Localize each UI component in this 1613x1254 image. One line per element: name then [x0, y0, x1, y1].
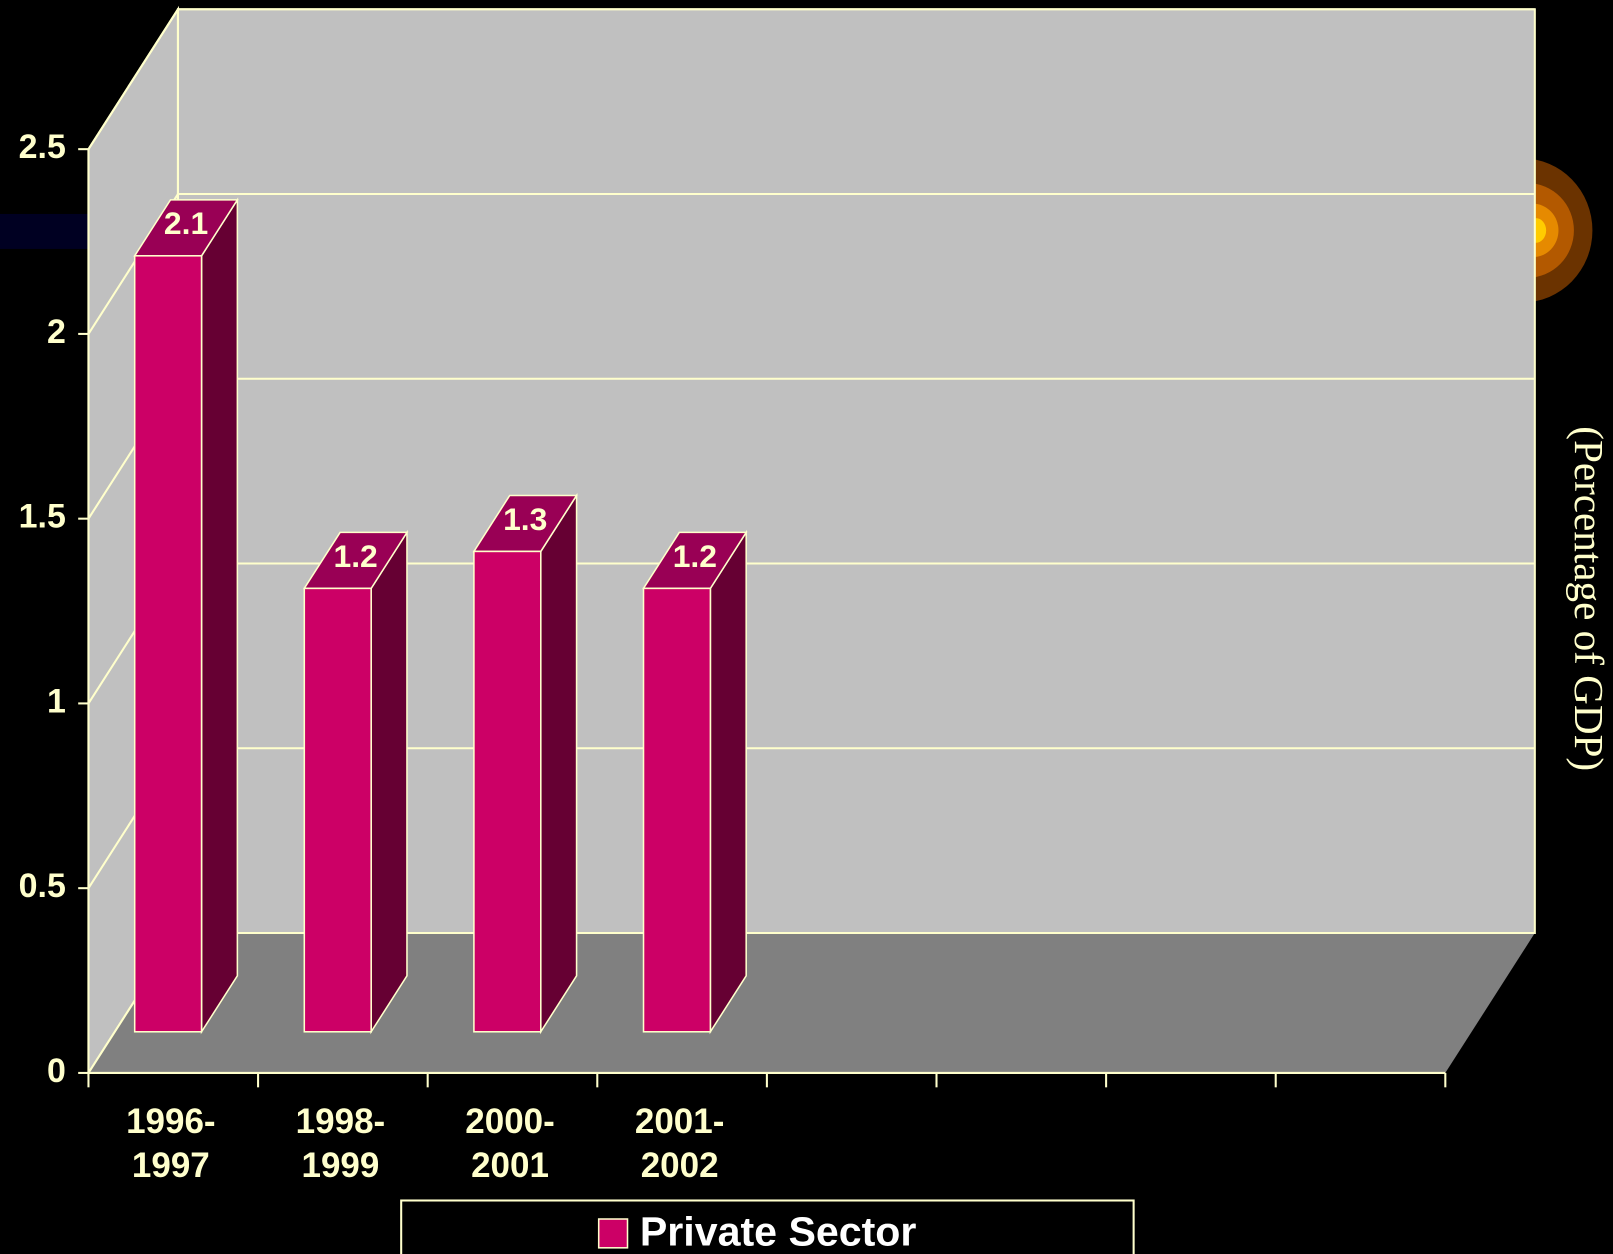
y-tick-label: 2.5: [19, 128, 66, 166]
y-tick-label: 1.5: [19, 498, 66, 536]
x-tick-label: 1996- 1997: [126, 1101, 216, 1185]
legend-box: [400, 1199, 1135, 1254]
x-tick-label: 1998- 1999: [295, 1101, 386, 1185]
y-tick-label: 1: [47, 682, 66, 720]
floor: [88, 933, 1535, 1073]
y-tick-label: 2: [47, 313, 66, 351]
bar-group: 1.3: [472, 492, 578, 1035]
legend-swatch: [597, 1218, 629, 1249]
legend-label: Private Sector: [640, 1208, 917, 1254]
bar-group: 1.2: [302, 529, 409, 1035]
y-tick-label: 0: [47, 1052, 66, 1090]
bar: [303, 587, 372, 1033]
x-tick-label: 2000- 2001: [465, 1101, 555, 1185]
value-label: 1.3: [503, 501, 547, 537]
decor-band: [0, 213, 93, 249]
y-axis-label: (Percentage of GDP): [1565, 426, 1612, 771]
grid-line: [87, 192, 1535, 335]
x-tick-label: 2001- 2002: [634, 1101, 725, 1185]
value-label: 1.2: [333, 538, 377, 574]
bar-side: [540, 492, 578, 1035]
value-label: 1.2: [673, 538, 717, 574]
bar-group: 1.2: [642, 529, 748, 1035]
y-tick-label: 0.5: [19, 867, 66, 905]
bar: [133, 255, 203, 1033]
bar-group: 2.1: [133, 197, 239, 1035]
bar: [473, 550, 542, 1033]
bar: [642, 587, 712, 1033]
value-label: 2.1: [164, 205, 208, 241]
bar-side: [370, 529, 408, 1035]
grid-line: [87, 8, 1535, 150]
bar-side: [709, 529, 747, 1035]
bar-side: [200, 197, 239, 1035]
